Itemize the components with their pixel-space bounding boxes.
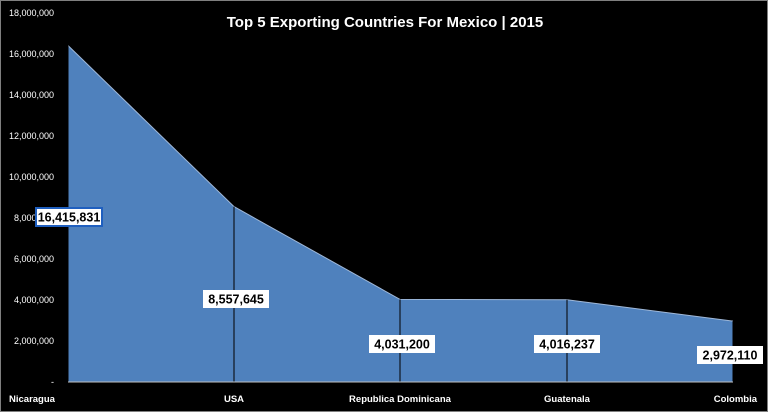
x-category-label: Guatenala: [544, 394, 591, 405]
data-label-box: [203, 290, 269, 308]
data-label: 4,031,200: [374, 338, 430, 352]
y-tick-label: 16,000,000: [9, 49, 54, 59]
y-tick-label: 8,000,000: [14, 213, 54, 223]
data-label: 16,415,831: [38, 211, 101, 225]
y-tick-label: -: [51, 377, 54, 387]
data-label-box: [369, 335, 435, 353]
y-tick-label: 14,000,000: [9, 90, 54, 100]
data-label: 8,557,645: [208, 293, 264, 307]
chart-title: Top 5 Exporting Countries For Mexico | 2…: [227, 14, 543, 31]
data-label-box: [35, 207, 103, 227]
x-category-label: Republica Dominicana: [349, 394, 452, 405]
y-tick-label: 4,000,000: [14, 295, 54, 305]
y-tick-label: 18,000,000: [9, 8, 54, 18]
data-label-box: [534, 335, 600, 353]
data-labels: 16,415,831 8,557,645 4,031,200 4,016,237 2,9…: [35, 207, 763, 364]
x-category-label: USA: [224, 394, 244, 405]
y-tick-label: 2,000,000: [14, 336, 54, 346]
y-axis: - 2,000,000 4,000,000 6,000,000 8,000,000 10,…: [9, 8, 54, 387]
x-category-label: Nicaragua: [9, 394, 56, 405]
data-label: 4,016,237: [539, 338, 595, 352]
x-category-label: Colombia: [714, 394, 758, 405]
y-tick-label: 12,000,000: [9, 131, 54, 141]
plot-area: [67, 45, 734, 382]
x-axis: Nicaragua USA Republica Dominicana Guatenal…: [9, 381, 758, 405]
y-tick-label: 10,000,000: [9, 172, 54, 182]
y-tick-label: 6,000,000: [14, 254, 54, 264]
data-label-box: [697, 346, 763, 364]
data-label: 2,972,110: [703, 349, 758, 363]
